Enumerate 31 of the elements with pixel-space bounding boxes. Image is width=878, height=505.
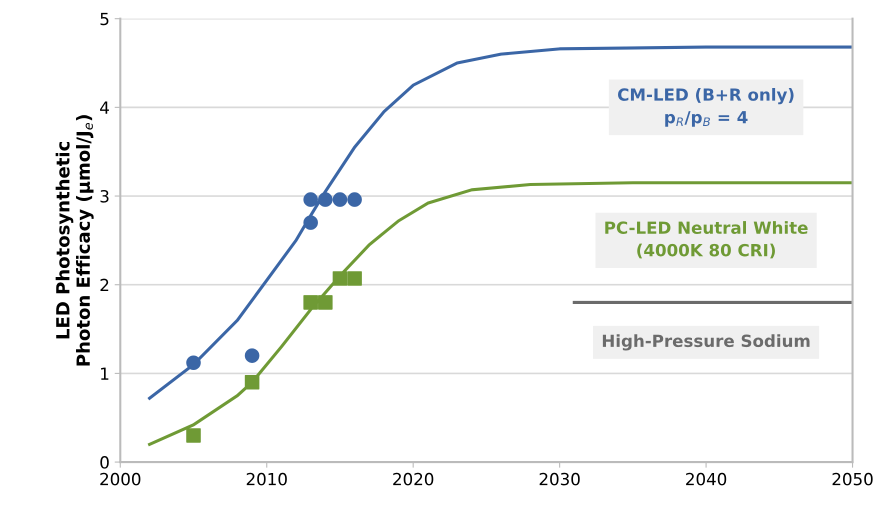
y-tick-label: 5 xyxy=(100,12,108,26)
x-tick-label: 2010 xyxy=(246,472,287,486)
point xyxy=(186,428,201,443)
point xyxy=(244,374,260,390)
point xyxy=(318,192,333,207)
x-tick-label: 2040 xyxy=(686,472,726,486)
line-series xyxy=(148,181,853,446)
x-tick-label: 2030 xyxy=(540,472,580,486)
point xyxy=(303,295,318,310)
point xyxy=(303,192,318,207)
point xyxy=(332,271,348,286)
y-tick-label: 1 xyxy=(101,368,108,380)
line-series xyxy=(148,46,853,400)
point xyxy=(303,215,318,230)
point xyxy=(186,355,201,370)
x-tick-label: 2020 xyxy=(393,472,434,486)
y-tick-label: 2 xyxy=(100,278,108,292)
point xyxy=(347,192,362,207)
x-tick-label: 2000 xyxy=(100,472,140,486)
point xyxy=(347,271,362,286)
y-tick-label: 4 xyxy=(100,102,109,114)
point xyxy=(244,348,260,363)
y-tick-label: 0 xyxy=(100,456,109,469)
y-axis-title: LED Photosynthetic Photon Efficacy (µmol/J$_{e}$) xyxy=(56,115,94,366)
text: CM-LED (B+R only) p$_{R}$/p$_{B}$ = 4 xyxy=(618,88,794,127)
text: PC-LED Neutral White (4000K 80 CRI) xyxy=(605,221,808,258)
point xyxy=(332,192,348,207)
series-label: High-Pressure Sodium xyxy=(602,334,810,350)
point xyxy=(318,295,333,310)
y-tick-label: 3 xyxy=(100,190,109,203)
x-tick-label: 2050 xyxy=(832,472,873,486)
